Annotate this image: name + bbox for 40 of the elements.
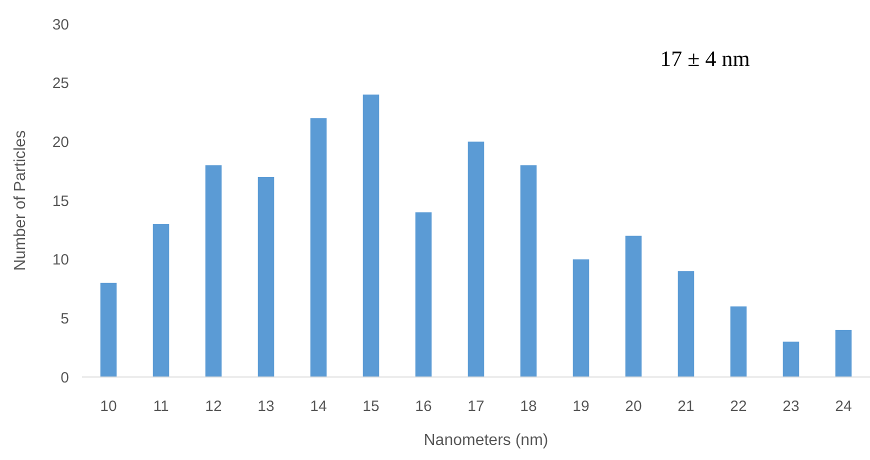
x-tick-label: 11 bbox=[153, 398, 169, 415]
y-axis-title: Number of Particles bbox=[12, 130, 29, 271]
x-tick-label: 16 bbox=[415, 398, 432, 415]
y-tick-label: 20 bbox=[52, 134, 69, 151]
bar bbox=[258, 176, 274, 377]
annotation: 17 ± 4 nm bbox=[660, 46, 750, 71]
bar bbox=[362, 94, 380, 377]
bar bbox=[415, 212, 432, 377]
x-tick-label: 12 bbox=[205, 398, 222, 415]
bar bbox=[678, 271, 694, 377]
bar bbox=[782, 342, 800, 377]
bar bbox=[520, 165, 537, 377]
bar bbox=[468, 142, 484, 377]
x-tick-label: 24 bbox=[835, 398, 852, 415]
bar bbox=[205, 165, 222, 377]
x-tick-label: 23 bbox=[782, 398, 800, 415]
y-tick-label: 0 bbox=[60, 369, 69, 386]
y-tick-label: 25 bbox=[52, 75, 69, 92]
x-tick-label: 20 bbox=[625, 398, 642, 415]
y-tick-label: 10 bbox=[52, 252, 69, 269]
x-tick-label: 18 bbox=[520, 398, 537, 415]
x-axis-title: Nanometers (nm) bbox=[424, 432, 548, 449]
bar bbox=[100, 282, 117, 377]
bar bbox=[310, 118, 327, 377]
bar bbox=[572, 259, 590, 377]
x-tick-label: 13 bbox=[258, 398, 274, 415]
y-tick-label: 30 bbox=[52, 16, 69, 34]
bar bbox=[152, 224, 170, 377]
x-tick-label: 22 bbox=[730, 398, 747, 415]
x-tick-label: 15 bbox=[362, 398, 380, 415]
bar bbox=[625, 236, 642, 377]
y-tick-label: 5 bbox=[60, 310, 69, 328]
bar bbox=[730, 306, 747, 377]
x-tick-label: 17 bbox=[468, 398, 484, 415]
x-tick-label: 21 bbox=[678, 398, 694, 415]
bar bbox=[835, 330, 852, 377]
x-tick-label: 10 bbox=[100, 398, 117, 415]
x-tick-label: 19 bbox=[572, 398, 590, 415]
y-tick-label: 15 bbox=[52, 192, 69, 210]
x-tick-label: 14 bbox=[310, 398, 327, 415]
